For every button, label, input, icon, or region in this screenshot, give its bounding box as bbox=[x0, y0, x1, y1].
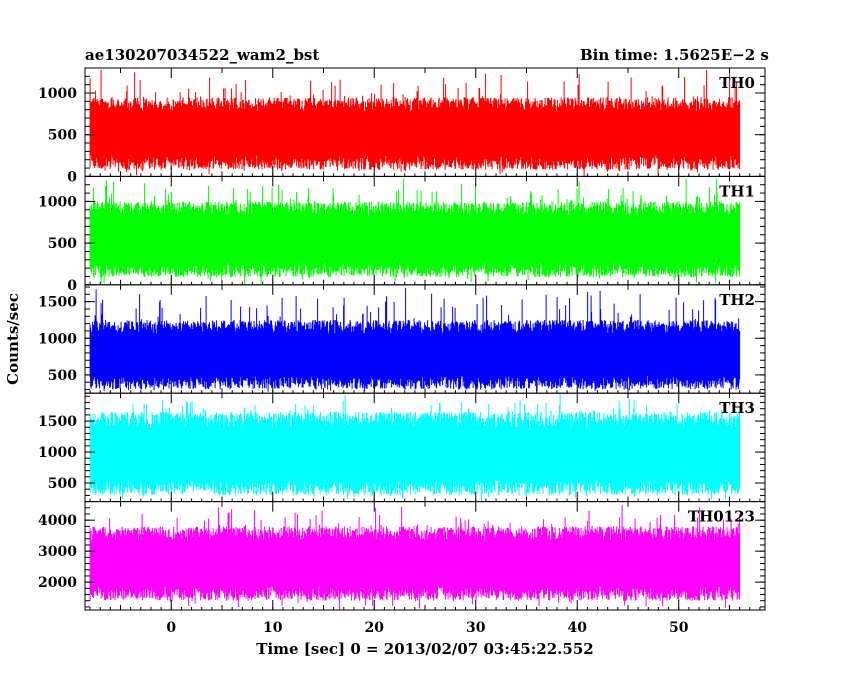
y-tick-label-th3: 500 bbox=[48, 476, 77, 492]
y-tick-label-th3: 1500 bbox=[38, 414, 77, 430]
y-axis-label: Counts/sec bbox=[4, 293, 22, 385]
y-tick-label-th2: 1500 bbox=[38, 295, 77, 311]
panel-label-th1: TH1 bbox=[719, 182, 755, 200]
x-tick-label: 50 bbox=[669, 620, 689, 636]
y-tick-label-th2: 500 bbox=[48, 368, 77, 384]
y-tick-label-th2: 1000 bbox=[38, 331, 77, 347]
y-tick-label-th0: 500 bbox=[48, 128, 77, 144]
x-tick-label: 0 bbox=[166, 620, 176, 636]
y-tick-label-th1: 500 bbox=[48, 236, 77, 252]
y-tick-label-th0123: 3000 bbox=[38, 544, 77, 560]
chart-title-left: ae130207034522_wam2_bst bbox=[85, 46, 320, 64]
x-tick-label: 10 bbox=[263, 620, 283, 636]
panel-label-th0123: TH0123 bbox=[688, 508, 755, 526]
series-th0123 bbox=[89, 505, 741, 611]
y-tick-label-th0: 0 bbox=[67, 169, 77, 185]
chart-title-right: Bin time: 1.5625E−2 s bbox=[580, 46, 769, 64]
y-tick-label-th1: 1000 bbox=[38, 194, 77, 210]
x-tick-label: 30 bbox=[466, 620, 486, 636]
y-tick-label-th1: 0 bbox=[67, 278, 77, 294]
series-th2 bbox=[89, 287, 741, 392]
panel-label-th3: TH3 bbox=[719, 399, 755, 417]
x-axis-label: Time [sec] 0 = 2013/02/07 03:45:22.552 bbox=[256, 640, 593, 658]
y-tick-label-th0: 1000 bbox=[38, 86, 77, 102]
y-tick-label-th0123: 2000 bbox=[38, 575, 77, 591]
x-tick-label: 20 bbox=[365, 620, 385, 636]
panel-label-th0: TH0 bbox=[719, 74, 755, 92]
y-tick-label-th0123: 4000 bbox=[38, 513, 77, 529]
series-th3 bbox=[89, 394, 741, 502]
panel-label-th2: TH2 bbox=[719, 291, 755, 309]
y-tick-label-th3: 1000 bbox=[38, 445, 77, 461]
series-th1 bbox=[89, 178, 741, 284]
x-tick-label: 40 bbox=[567, 620, 587, 636]
series-th0 bbox=[89, 69, 741, 177]
